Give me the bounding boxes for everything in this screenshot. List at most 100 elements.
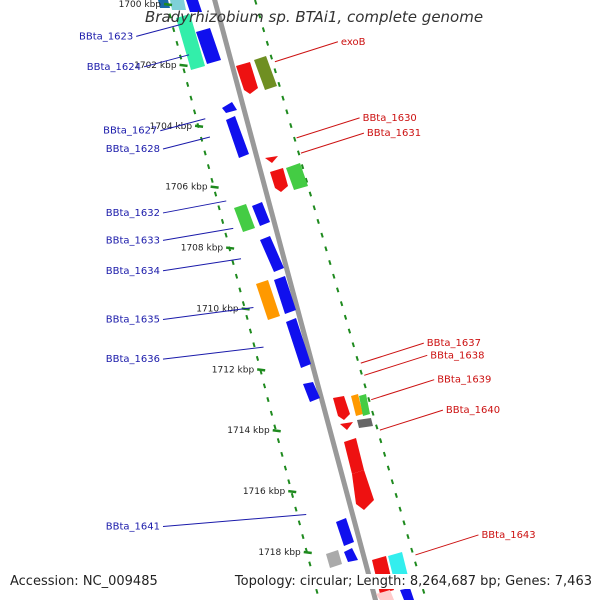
tick-mark <box>262 383 267 389</box>
tick-mark <box>273 424 277 430</box>
gene-feature[interactable] <box>270 168 288 192</box>
gene-feature[interactable] <box>186 0 202 12</box>
leader-line <box>162 136 211 150</box>
tick-mark <box>255 355 260 361</box>
gene-feature[interactable] <box>326 550 342 568</box>
tick-mark <box>186 81 190 87</box>
gene-feature[interactable] <box>344 548 358 562</box>
tick-mark <box>336 287 340 293</box>
gene-feature[interactable] <box>222 102 237 113</box>
gene-feature[interactable] <box>340 422 353 430</box>
gene-label-right[interactable]: exoB <box>341 37 366 48</box>
gene-feature[interactable] <box>158 0 170 8</box>
major-tick <box>288 489 297 494</box>
tick-mark <box>289 123 293 129</box>
gene-feature[interactable] <box>333 396 350 420</box>
gene-feature[interactable] <box>286 163 308 190</box>
leader-line <box>162 306 254 320</box>
kbp-label: 1714 kbp <box>227 426 270 436</box>
tick-mark <box>217 205 221 211</box>
gene-feature[interactable] <box>400 588 414 600</box>
tick-mark <box>231 260 235 266</box>
leader-line <box>364 354 428 376</box>
tick-mark <box>296 150 301 156</box>
kbp-label: 1702 kbp <box>134 61 177 71</box>
gene-label-left[interactable]: BBta_1623 <box>79 31 133 42</box>
gene-label-right[interactable]: BBta_1630 <box>363 113 417 124</box>
tick-mark <box>280 451 284 457</box>
tick-mark <box>355 355 359 361</box>
gene-feature[interactable] <box>252 202 270 226</box>
gene-label-right[interactable]: BBta_1639 <box>437 375 491 386</box>
leader-line <box>143 54 190 68</box>
leader-line <box>379 409 444 431</box>
kbp-label: 1718 kbp <box>258 548 301 558</box>
gene-feature[interactable] <box>234 204 255 232</box>
tick-mark <box>294 506 298 512</box>
tick-mark <box>343 314 348 320</box>
tick-mark <box>273 68 277 74</box>
gene-feature[interactable] <box>336 518 354 546</box>
leader-line <box>160 118 206 132</box>
gene-feature[interactable] <box>303 382 320 402</box>
genome-backbone <box>212 0 379 600</box>
gene-feature[interactable] <box>274 276 296 314</box>
gene-label-left[interactable]: BBta_1641 <box>106 522 160 533</box>
major-tick <box>257 368 266 372</box>
tick-mark <box>266 397 270 403</box>
gene-feature[interactable] <box>265 156 278 163</box>
gene-label-left[interactable]: BBta_1632 <box>106 208 160 219</box>
gene-feature[interactable] <box>196 28 221 64</box>
gene-feature[interactable] <box>226 116 249 158</box>
leader-line <box>136 23 182 37</box>
tick-mark <box>245 314 249 320</box>
tick-mark <box>320 232 324 238</box>
gene-label-right[interactable]: BBta_1638 <box>430 350 484 361</box>
gene-feature[interactable] <box>256 280 280 320</box>
kbp-label: 1704 kbp <box>150 122 193 132</box>
gene-feature[interactable] <box>260 236 284 272</box>
tick-mark <box>308 561 312 567</box>
tick-mark <box>301 534 305 540</box>
tick-mark <box>386 465 391 471</box>
gene-feature[interactable] <box>376 590 394 600</box>
gene-feature[interactable] <box>176 14 205 70</box>
leader-line <box>162 514 307 528</box>
tick-mark <box>203 150 207 156</box>
tick-mark <box>182 68 186 74</box>
gene-label-right[interactable]: BBta_1640 <box>446 405 500 416</box>
tick-mark <box>224 232 228 238</box>
gene-label-right[interactable]: BBta_1637 <box>427 338 481 349</box>
tick-mark <box>351 342 355 348</box>
gene-label-left[interactable]: BBta_1634 <box>106 266 160 277</box>
gene-label-left[interactable]: BBta_1633 <box>106 235 160 246</box>
gene-feature[interactable] <box>236 62 258 94</box>
gene-feature[interactable] <box>352 470 374 510</box>
tick-mark <box>210 177 214 183</box>
gene-label-right[interactable]: BBta_1643 <box>481 530 535 541</box>
tick-mark <box>172 27 176 33</box>
gene-feature[interactable] <box>359 394 370 416</box>
gene-feature[interactable] <box>170 0 186 10</box>
tick-mark <box>254 0 258 5</box>
tick-mark <box>410 547 414 553</box>
gene-feature[interactable] <box>351 394 363 416</box>
gene-label-left[interactable]: BBta_1624 <box>87 62 141 73</box>
tick-mark <box>265 40 270 46</box>
tick-mark <box>363 383 367 389</box>
gene-label-left[interactable]: BBta_1628 <box>106 144 160 155</box>
gene-label-left[interactable]: BBta_1627 <box>103 126 157 137</box>
gene-feature[interactable] <box>344 438 364 474</box>
tick-mark <box>315 588 319 594</box>
gene-feature[interactable] <box>286 318 311 368</box>
major-tick <box>179 63 188 68</box>
gene-label-left[interactable]: BBta_1635 <box>106 314 160 325</box>
gene-label-right[interactable]: BBta_1631 <box>367 128 421 139</box>
gene-feature[interactable] <box>357 418 373 428</box>
tick-mark <box>312 205 316 211</box>
gene-label-left[interactable]: BBta_1636 <box>106 354 160 365</box>
tick-mark <box>378 438 383 444</box>
tick-mark <box>213 191 218 197</box>
leader-line <box>360 342 424 364</box>
gene-feature[interactable] <box>254 56 277 90</box>
